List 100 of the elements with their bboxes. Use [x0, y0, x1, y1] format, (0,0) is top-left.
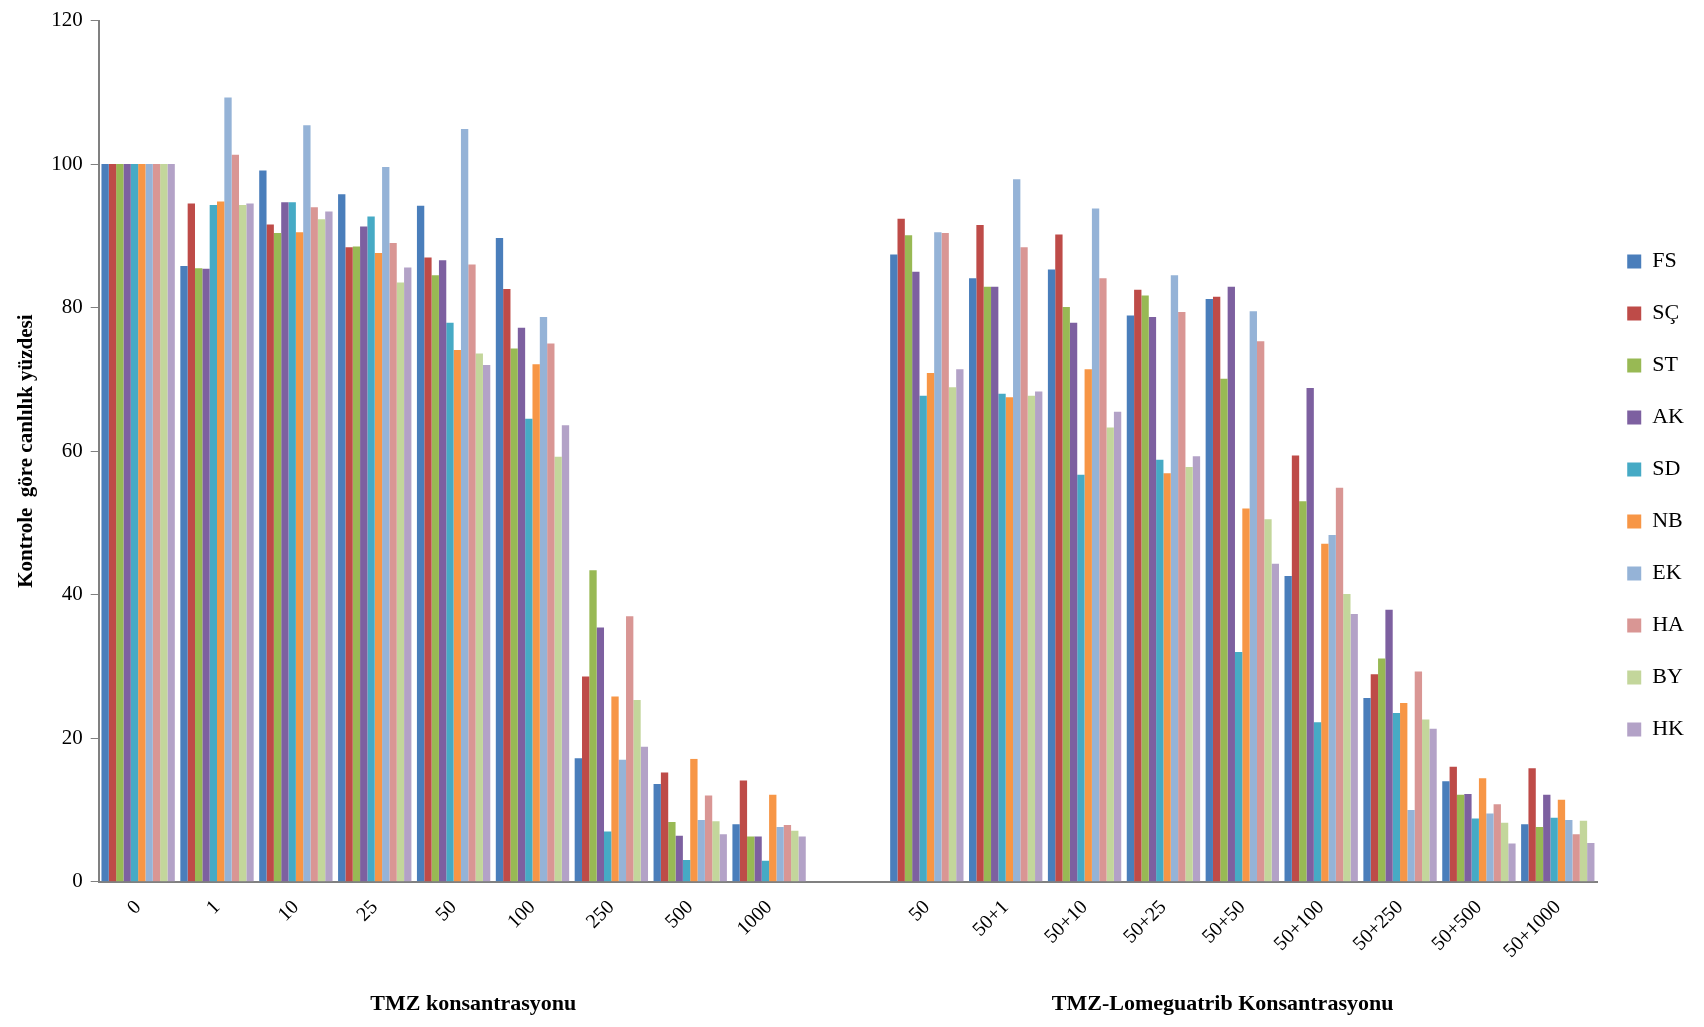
bar [1020, 247, 1028, 882]
bar [969, 278, 977, 882]
bar [1579, 820, 1588, 882]
bar [1471, 818, 1479, 882]
bar [712, 821, 720, 882]
bar [1422, 719, 1430, 882]
bar [582, 676, 590, 882]
legend-label: BY [1652, 663, 1683, 689]
bar [259, 170, 267, 882]
bar [1170, 275, 1179, 882]
bar [416, 205, 425, 882]
bar [374, 253, 383, 882]
bar [1205, 299, 1213, 882]
bar [1256, 341, 1265, 882]
bar [1227, 286, 1235, 882]
bar [739, 780, 748, 882]
bar [338, 194, 346, 882]
bar [948, 387, 957, 882]
bar [1113, 411, 1122, 882]
bar [1249, 311, 1257, 882]
bar [1400, 702, 1408, 882]
bar [310, 207, 318, 882]
bar [596, 627, 605, 882]
bar [1321, 543, 1329, 882]
bar [1106, 427, 1114, 882]
bar [1035, 391, 1043, 882]
bar [180, 265, 188, 882]
bar [1005, 397, 1014, 882]
bar [1306, 387, 1314, 882]
bar [1069, 322, 1078, 882]
bar [1378, 658, 1386, 882]
bar [783, 824, 792, 882]
bar [138, 164, 146, 882]
bar [482, 365, 491, 882]
bar [130, 164, 139, 882]
legend-label: EK [1652, 559, 1682, 585]
bar [611, 696, 619, 882]
bar [1429, 728, 1437, 882]
bar [231, 154, 240, 882]
x-tick-label: 1000 [731, 895, 776, 939]
bar [1291, 455, 1300, 882]
bar [1313, 722, 1322, 882]
x-tick-label: 50 [430, 895, 461, 925]
bar [991, 286, 999, 882]
bar [574, 758, 583, 882]
bar [1212, 296, 1221, 882]
bar [1456, 794, 1465, 882]
bar [926, 372, 935, 882]
bar [1141, 295, 1149, 882]
x-tick-label: 1 [200, 895, 224, 918]
bar [525, 418, 533, 882]
bar [360, 226, 368, 882]
bar [1493, 804, 1501, 882]
text: TMZ-Lomeguatrib Konsantrasyonu [1051, 989, 1394, 1015]
bar [1284, 575, 1292, 882]
bar [345, 247, 353, 882]
bar [1299, 501, 1307, 882]
legend-label: SÇ [1652, 299, 1680, 325]
bar [761, 860, 770, 882]
bar [1242, 508, 1250, 882]
y-tick-label: 80 [61, 294, 83, 319]
bar [682, 860, 691, 882]
y-tick-label: 0 [72, 868, 83, 893]
bar [776, 827, 784, 882]
bar [503, 288, 511, 882]
bar [653, 784, 661, 882]
bar [1178, 311, 1186, 882]
y-tick-label: 20 [61, 724, 83, 749]
bar [791, 830, 799, 882]
x-tick-label: 10 [272, 895, 303, 925]
bar [1148, 316, 1157, 882]
bar [438, 260, 447, 882]
bar [1449, 766, 1457, 882]
bar [539, 316, 548, 882]
bar [352, 246, 361, 882]
bar [1220, 378, 1228, 882]
bar [1587, 842, 1595, 882]
bar [1557, 799, 1566, 882]
bar [288, 202, 296, 882]
bar [1343, 593, 1351, 882]
legend-label: SD [1652, 455, 1681, 481]
bar [976, 225, 984, 882]
bar [195, 268, 203, 882]
bar [367, 216, 375, 882]
bar [116, 164, 124, 882]
bar [1508, 843, 1516, 882]
bar [152, 164, 161, 882]
y-tick-label: 40 [61, 581, 83, 606]
bar [446, 322, 454, 882]
y-tick-label: 120 [51, 7, 83, 32]
bar [732, 824, 740, 882]
bar [1407, 809, 1415, 882]
bar [589, 570, 597, 882]
bar [1099, 278, 1107, 882]
bar [1084, 369, 1092, 882]
bar [1478, 778, 1487, 882]
bar [1535, 827, 1544, 882]
bar [160, 164, 168, 882]
bar [1328, 535, 1336, 882]
bar [266, 224, 274, 882]
